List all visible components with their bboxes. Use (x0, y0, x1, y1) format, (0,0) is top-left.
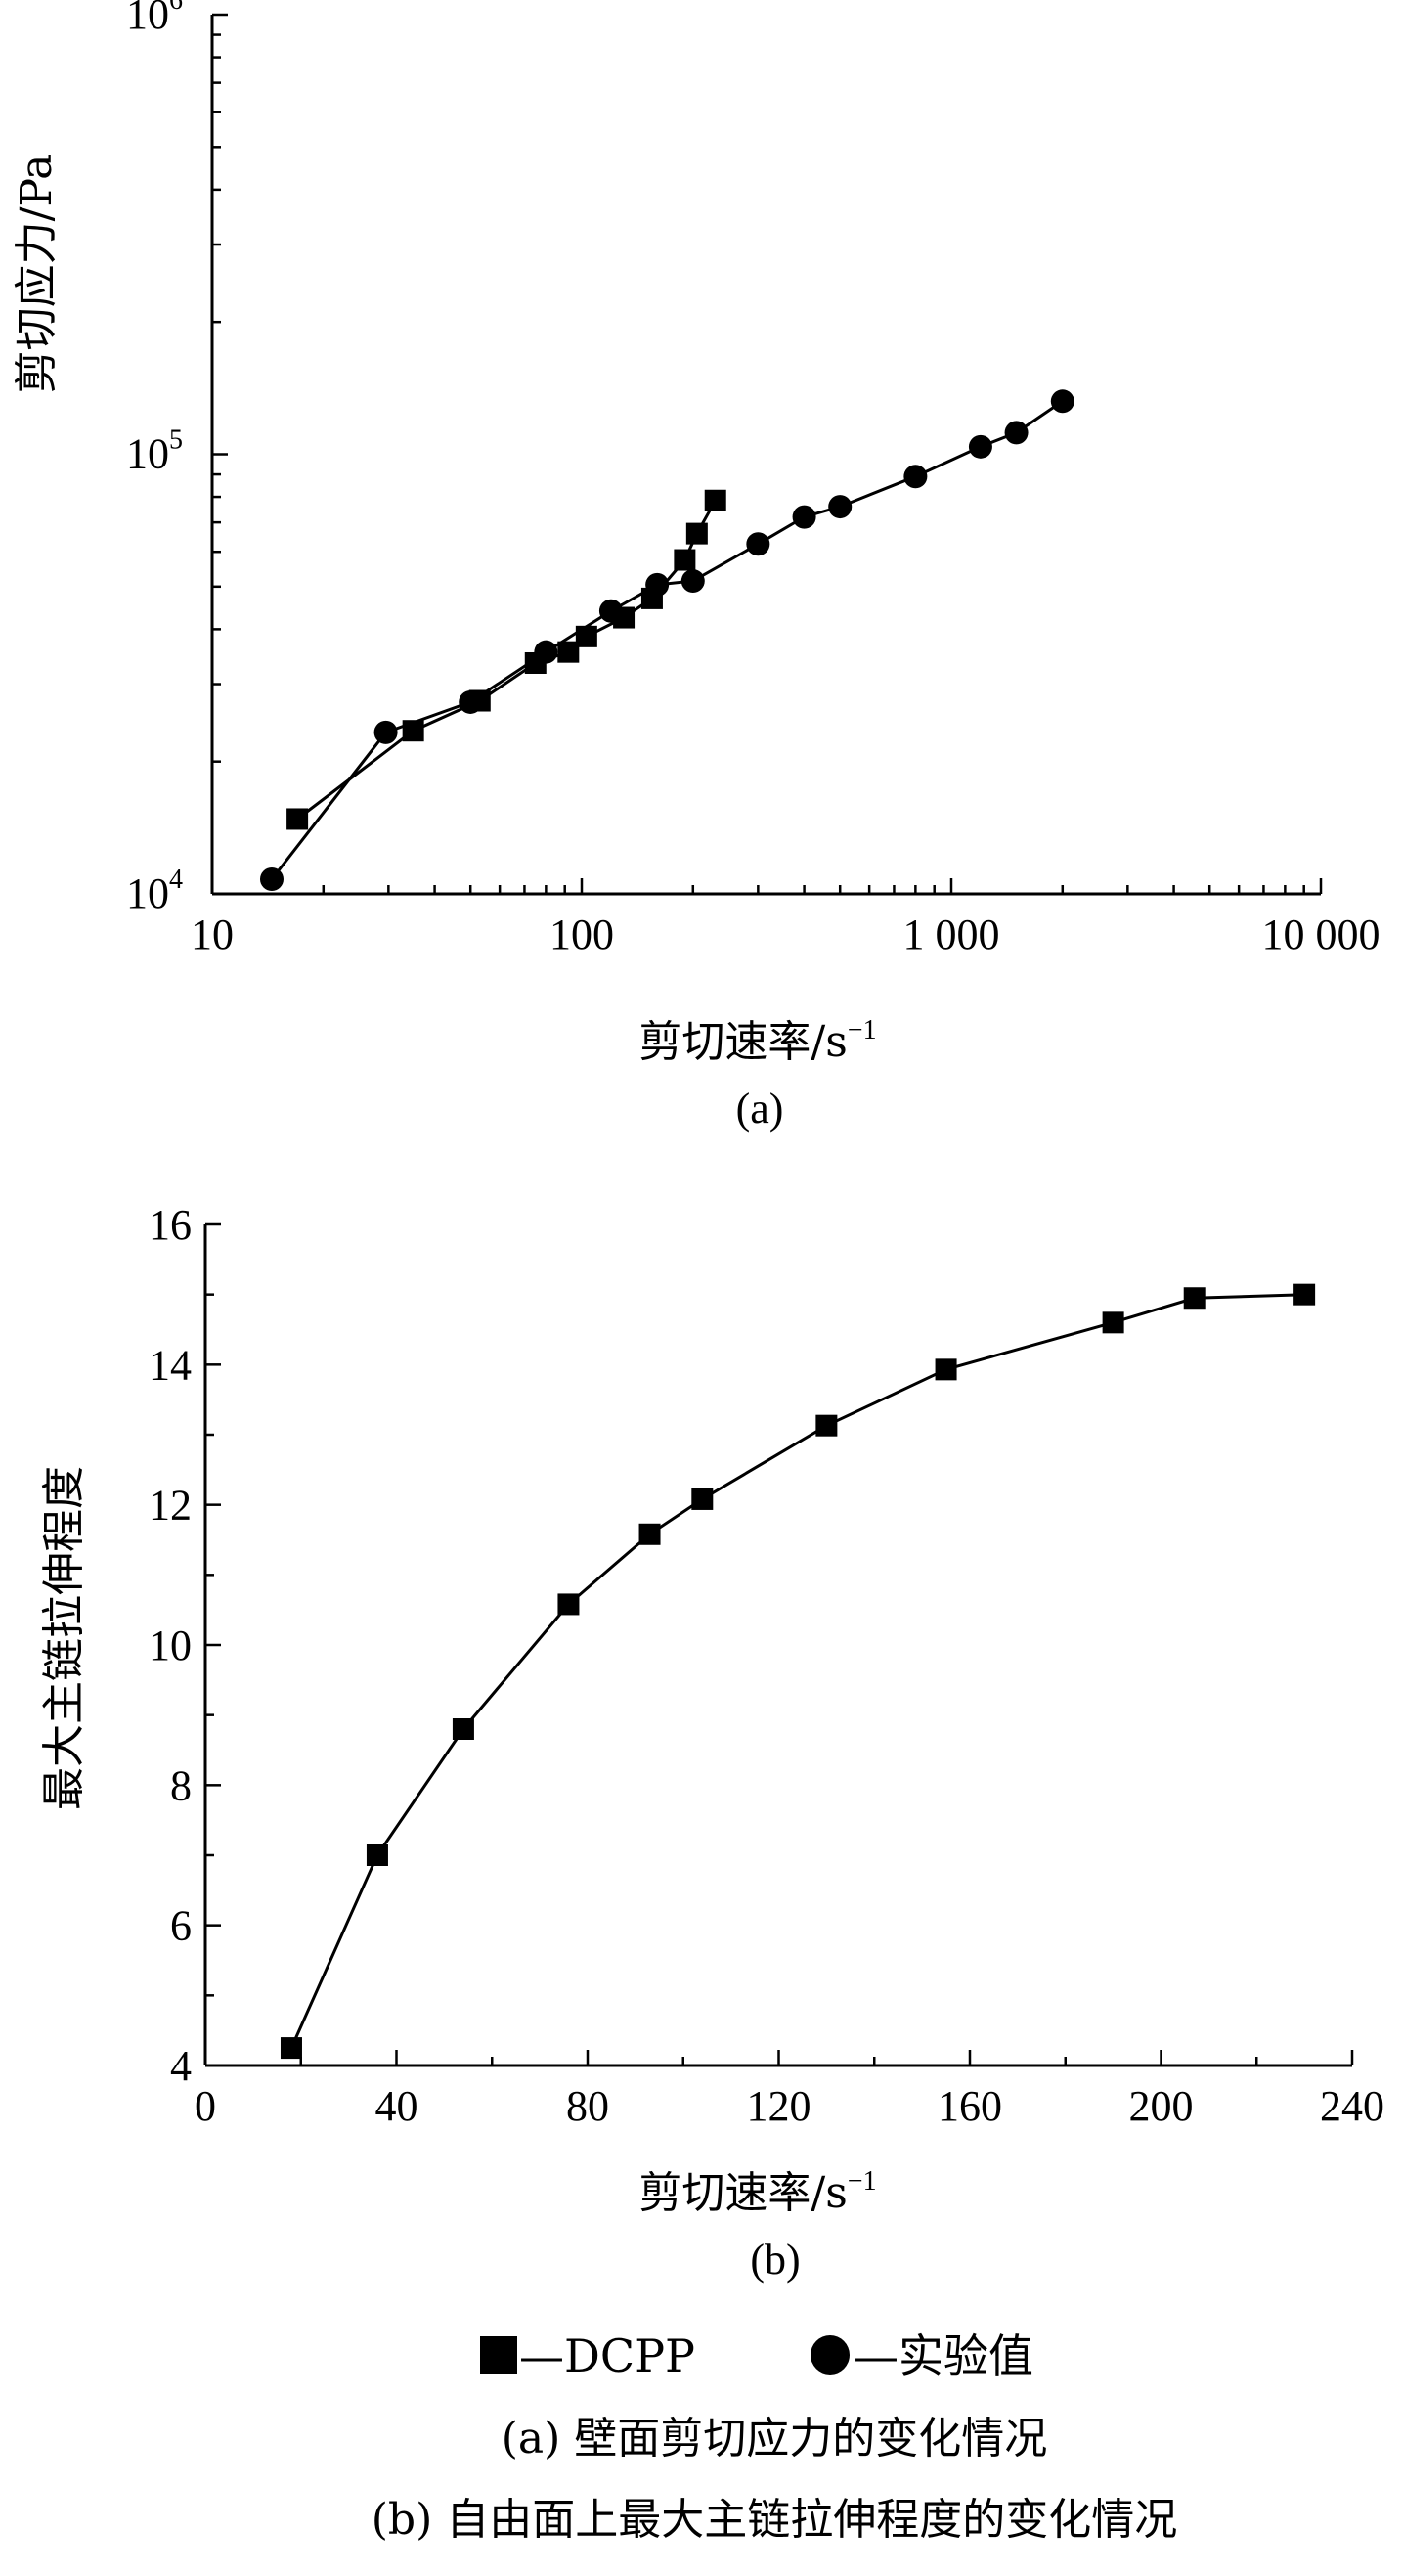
chart-a-x-axis-title: 剪切速率/s−1 (638, 1015, 876, 1067)
chart-b-data-point-square (638, 1523, 661, 1545)
chart-b-y-tick-label: 16 (149, 1201, 192, 1249)
chart-b-y-tick-label: 12 (149, 1482, 192, 1530)
chart-a-x-tick-label: 10 000 (1262, 910, 1381, 958)
chart-b-y-tick-label: 8 (170, 1761, 192, 1809)
chart-a-y-axis-title: 剪切应力/Pa (12, 155, 62, 394)
chart-a-data-point-square (674, 549, 696, 571)
chart-b-data-point-square (1293, 1283, 1316, 1306)
chart-a-y-tick-label: 105 (126, 425, 183, 478)
chart-a-data-point-circle (828, 495, 853, 519)
chart-a-series-line-1 (270, 400, 1064, 880)
chart-a-ticks: 10 100 1 000 10 000 104 105 106 (126, 0, 1381, 958)
chart-b-series-line-0 (289, 1293, 1305, 2049)
chart-b-y-tick-label: 4 (170, 2042, 192, 2090)
chart-b-data-point-square (1183, 1287, 1206, 1310)
chart-b-y-axis-title: 最大主链拉伸程度 (39, 1466, 89, 1810)
chart-b-x-tick-label: 120 (747, 2082, 811, 2130)
chart-b-panel-label: (b) (750, 2236, 800, 2284)
chart-a-data-point-circle (645, 572, 670, 597)
chart-b-y-tick-label: 10 (149, 1621, 192, 1669)
chart-b-data-point-square (557, 1593, 580, 1616)
chart-a-data-point-square (704, 489, 726, 511)
chart-b-x-tick-label: 240 (1320, 2082, 1384, 2130)
chart-b-data-point-square (935, 1358, 957, 1381)
chart-b-x-axis-title: 剪切速率/s−1 (638, 2166, 876, 2218)
chart-b-axes (203, 1224, 1352, 2067)
chart-a-data-point-circle (459, 689, 483, 714)
chart-a-data-point-square (685, 522, 708, 545)
figure-caption: (a) 壁面剪切应力的变化情况 (b) 自由面上最大主链拉伸程度的变化情况 (372, 2414, 1177, 2545)
chart-b-x-axis-title-exponent: −1 (848, 2166, 877, 2197)
chart-a-data-point-circle (373, 720, 398, 744)
chart-b-y-tick-label: 6 (170, 1902, 192, 1950)
chart-panel-a: 10 100 1 000 10 000 104 105 106 剪切应力/Pa 剪切速率/s… (12, 0, 1381, 1133)
chart-a-data-point-circle (746, 532, 770, 556)
chart-a-x-tick-label: 100 (549, 910, 614, 958)
chart-a-data-point-circle (968, 434, 992, 459)
caption-line-a: (a) 壁面剪切应力的变化情况 (502, 2414, 1048, 2464)
legend-square-marker (480, 2336, 517, 2374)
chart-b-x-axis-title-text: 剪切速率/s (638, 2168, 847, 2218)
chart-a-x-tick-label: 1 000 (903, 910, 1000, 958)
legend-circle-marker (811, 2335, 850, 2375)
chart-b-x-tick-label: 80 (566, 2082, 609, 2130)
chart-a-data-point-circle (792, 505, 816, 529)
chart-b-ticks: 0 40 80 120 160 200 240 4 6 8 10 12 14 16 (149, 1201, 1384, 2130)
chart-b-data-point-square (815, 1414, 838, 1437)
chart-b-x-tick-label: 40 (375, 2082, 418, 2130)
chart-b-series (280, 1283, 1316, 2060)
chart-b-data-point-square (1102, 1311, 1124, 1334)
legend-label-dcpp: —DCPP (519, 2330, 695, 2382)
chart-b-data-point-square (366, 1844, 388, 1866)
chart-a-panel-label: (a) (736, 1085, 784, 1133)
caption-line-b: (b) 自由面上最大主链拉伸程度的变化情况 (372, 2495, 1177, 2545)
chart-b-x-tick-label: 0 (195, 2082, 216, 2130)
chart-a-data-point-square (575, 625, 597, 647)
chart-b-data-point-square (452, 1718, 474, 1740)
chart-a-data-point-circle (598, 599, 623, 623)
chart-a-series (259, 389, 1074, 891)
chart-a-data-point-circle (903, 465, 928, 489)
chart-a-data-point-square (286, 808, 309, 830)
chart-panel-b: 0 40 80 120 160 200 240 4 6 8 10 12 14 16 最大主链拉伸程度 剪切… (39, 1201, 1384, 2284)
chart-b-x-tick-label: 160 (938, 2082, 1002, 2130)
chart-a-series-line-0 (296, 500, 718, 821)
chart-a-data-point-circle (534, 640, 558, 664)
chart-b-data-point-square (280, 2037, 302, 2060)
chart-b-x-tick-label: 200 (1129, 2082, 1194, 2130)
chart-a-y-tick-label: 104 (126, 865, 183, 917)
chart-a-data-point-circle (680, 569, 705, 594)
chart-a-axes (210, 15, 1321, 896)
chart-a-x-axis-title-exponent: −1 (848, 1015, 877, 1045)
chart-b-data-point-square (691, 1488, 714, 1510)
chart-a-data-point-square (557, 641, 580, 663)
legend-label-experiment: —实验值 (854, 2330, 1033, 2382)
chart-a-data-point-circle (259, 866, 284, 891)
chart-b-y-tick-label: 14 (149, 1341, 192, 1389)
legend: —DCPP —实验值 (480, 2330, 1033, 2382)
chart-a-x-tick-label: 10 (191, 910, 234, 958)
chart-a-data-point-circle (1004, 421, 1029, 445)
chart-a-y-tick-label: 106 (126, 0, 183, 38)
chart-a-x-axis-title-text: 剪切速率/s (638, 1017, 847, 1067)
chart-a-data-point-circle (1050, 389, 1074, 414)
